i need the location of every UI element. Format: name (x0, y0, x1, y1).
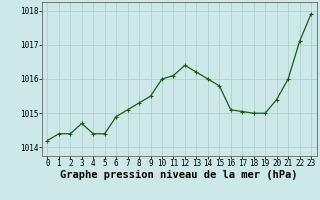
X-axis label: Graphe pression niveau de la mer (hPa): Graphe pression niveau de la mer (hPa) (60, 170, 298, 180)
